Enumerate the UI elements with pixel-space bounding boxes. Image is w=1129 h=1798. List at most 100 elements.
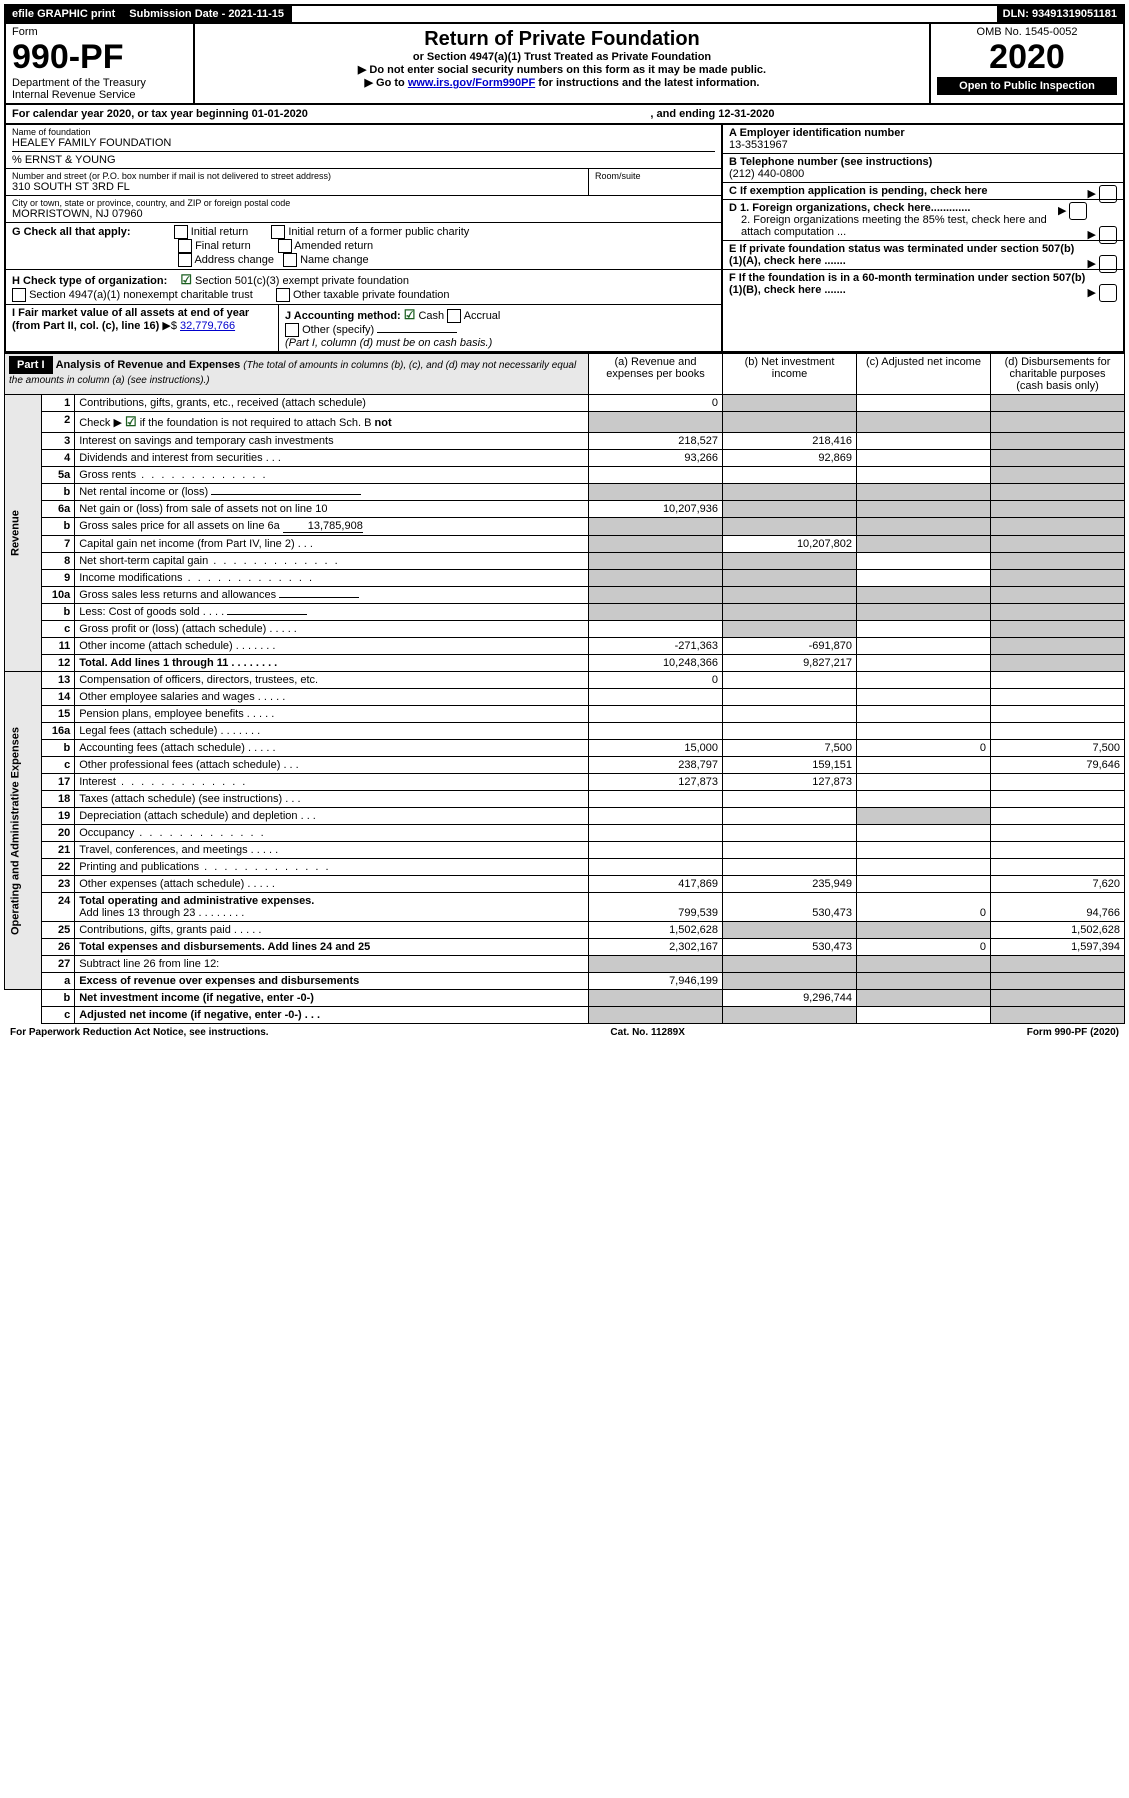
col-c-header: (c) Adjusted net income bbox=[857, 354, 991, 395]
line-12-text: Total. Add lines 1 through 11 . . . . . … bbox=[75, 655, 589, 672]
paperwork-notice: For Paperwork Reduction Act Notice, see … bbox=[10, 1027, 269, 1038]
revenue-side-label: Revenue bbox=[5, 395, 42, 672]
line-27-text: Subtract line 26 from line 12: bbox=[75, 956, 589, 973]
line-23-b: 235,949 bbox=[723, 876, 857, 893]
other-specify-line[interactable] bbox=[377, 332, 457, 333]
fmv-value[interactable]: 32,779,766 bbox=[180, 320, 235, 332]
initial-former-checkbox[interactable] bbox=[271, 225, 285, 239]
col-b-header: (b) Net investment income bbox=[723, 354, 857, 395]
efile-label[interactable]: efile GRAPHIC print bbox=[6, 6, 123, 22]
d2-checkbox[interactable] bbox=[1099, 226, 1117, 244]
name-label: Name of foundation bbox=[12, 127, 715, 137]
line-17-b: 127,873 bbox=[723, 774, 857, 791]
cash-checked-icon: ☑ bbox=[404, 307, 416, 322]
line-23-text: Other expenses (attach schedule) . . . .… bbox=[75, 876, 589, 893]
line-9-text: Income modifications bbox=[75, 570, 589, 587]
line-22-num: 22 bbox=[42, 859, 75, 876]
line-16b-num: b bbox=[42, 740, 75, 757]
line-24-d: 94,766 bbox=[991, 893, 1125, 922]
line-3-text: Interest on savings and temporary cash i… bbox=[75, 433, 589, 450]
line-5b-input[interactable] bbox=[211, 494, 361, 495]
d1-checkbox[interactable] bbox=[1069, 202, 1087, 220]
address-change-checkbox[interactable] bbox=[178, 253, 192, 267]
line-10b-text: Less: Cost of goods sold . . . . bbox=[75, 604, 589, 621]
line-24-c: 0 bbox=[857, 893, 991, 922]
top-bar: efile GRAPHIC print Submission Date - 20… bbox=[4, 4, 1125, 24]
g-label: G Check all that apply: bbox=[12, 226, 131, 238]
opt-initial: Initial return bbox=[191, 226, 248, 238]
line-7-text: Capital gain net income (from Part IV, l… bbox=[75, 536, 589, 553]
j-other: Other (specify) bbox=[302, 324, 374, 336]
line-16b-d: 7,500 bbox=[991, 740, 1125, 757]
line-26-a: 2,302,167 bbox=[589, 939, 723, 956]
col-d-header: (d) Disbursements for charitable purpose… bbox=[991, 354, 1125, 395]
line-17-a: 127,873 bbox=[589, 774, 723, 791]
line-1-text: Contributions, gifts, grants, etc., rece… bbox=[75, 395, 589, 412]
submission-date: Submission Date - 2021-11-15 bbox=[123, 6, 292, 22]
street-address: 310 SOUTH ST 3RD FL bbox=[12, 181, 582, 193]
opt-other-tax: Other taxable private foundation bbox=[293, 289, 450, 301]
line-12-a: 10,248,366 bbox=[589, 655, 723, 672]
line-18-text: Taxes (attach schedule) (see instruction… bbox=[75, 791, 589, 808]
line-6a-a: 10,207,936 bbox=[589, 501, 723, 518]
line-16b-text: Accounting fees (attach schedule) . . . … bbox=[75, 740, 589, 757]
line-24-text: Total operating and administrative expen… bbox=[75, 893, 589, 922]
c-label: C If exemption application is pending, c… bbox=[729, 185, 988, 197]
line-18-num: 18 bbox=[42, 791, 75, 808]
line-26-b: 530,473 bbox=[723, 939, 857, 956]
line-27b-b: 9,296,744 bbox=[723, 990, 857, 1007]
line-25-d: 1,502,628 bbox=[991, 922, 1125, 939]
accrual-checkbox[interactable] bbox=[447, 309, 461, 323]
line-11-text: Other income (attach schedule) . . . . .… bbox=[75, 638, 589, 655]
period-end: , and ending 12-31-2020 bbox=[650, 108, 774, 120]
initial-return-checkbox[interactable] bbox=[174, 225, 188, 239]
line-13-num: 13 bbox=[42, 672, 75, 689]
h-4947-checkbox[interactable] bbox=[12, 288, 26, 302]
line-16a-text: Legal fees (attach schedule) . . . . . .… bbox=[75, 723, 589, 740]
line-16c-a: 238,797 bbox=[589, 757, 723, 774]
form-ref: Form 990-PF (2020) bbox=[1027, 1027, 1119, 1038]
line-5b-num: b bbox=[42, 484, 75, 501]
line-6a-num: 6a bbox=[42, 501, 75, 518]
opt-amended: Amended return bbox=[294, 240, 373, 252]
line-20-text: Occupancy bbox=[75, 825, 589, 842]
line-24-a: 799,539 bbox=[589, 893, 723, 922]
form-number: 990-PF bbox=[12, 38, 187, 77]
opt-initial-former: Initial return of a former public charit… bbox=[288, 226, 469, 238]
line-16b-a: 15,000 bbox=[589, 740, 723, 757]
f-checkbox[interactable] bbox=[1099, 284, 1117, 302]
ein-value: 13-3531967 bbox=[729, 139, 1117, 151]
line-1-a: 0 bbox=[589, 395, 723, 412]
line-10a-input[interactable] bbox=[279, 597, 359, 598]
expenses-side-label: Operating and Administrative Expenses bbox=[5, 672, 42, 990]
instructions-link[interactable]: www.irs.gov/Form990PF bbox=[408, 77, 535, 89]
opt-501c3: Section 501(c)(3) exempt private foundat… bbox=[195, 275, 409, 287]
part1-table: Part I Analysis of Revenue and Expenses … bbox=[4, 353, 1125, 1024]
other-method-checkbox[interactable] bbox=[285, 323, 299, 337]
line-27c-num: c bbox=[42, 1007, 75, 1024]
line-27a-num: a bbox=[42, 973, 75, 990]
line-10b-input[interactable] bbox=[227, 614, 307, 615]
line-7-b: 10,207,802 bbox=[723, 536, 857, 553]
amended-checkbox[interactable] bbox=[278, 239, 292, 253]
identification-block: Name of foundation HEALEY FAMILY FOUNDAT… bbox=[4, 125, 1125, 353]
line-20-num: 20 bbox=[42, 825, 75, 842]
c-checkbox[interactable] bbox=[1099, 185, 1117, 203]
line-6b-text: Gross sales price for all assets on line… bbox=[75, 518, 589, 536]
name-change-checkbox[interactable] bbox=[283, 253, 297, 267]
part1-label: Part I bbox=[9, 356, 53, 374]
line-23-d: 7,620 bbox=[991, 876, 1125, 893]
line-27a-a: 7,946,199 bbox=[589, 973, 723, 990]
e-checkbox[interactable] bbox=[1099, 255, 1117, 273]
line-16b-c: 0 bbox=[857, 740, 991, 757]
line-16c-num: c bbox=[42, 757, 75, 774]
tax-year: 2020 bbox=[937, 38, 1117, 77]
form-word: Form bbox=[12, 26, 187, 38]
line-11-b: -691,870 bbox=[723, 638, 857, 655]
line-8-num: 8 bbox=[42, 553, 75, 570]
h-other-checkbox[interactable] bbox=[276, 288, 290, 302]
final-return-checkbox[interactable] bbox=[178, 239, 192, 253]
line-26-d: 1,597,394 bbox=[991, 939, 1125, 956]
line-3-num: 3 bbox=[42, 433, 75, 450]
line-5b-text: Net rental income or (loss) bbox=[75, 484, 589, 501]
